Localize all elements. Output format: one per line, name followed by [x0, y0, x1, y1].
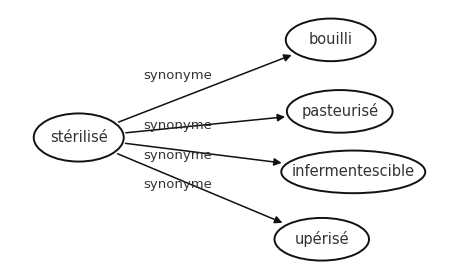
Text: pasteurisé: pasteurisé	[301, 103, 378, 119]
Text: synonyme: synonyme	[143, 119, 212, 132]
Text: synonyme: synonyme	[143, 178, 212, 191]
Ellipse shape	[286, 19, 376, 61]
Text: bouilli: bouilli	[309, 32, 353, 47]
Text: upérisé: upérisé	[294, 231, 349, 247]
Text: synonyme: synonyme	[143, 69, 212, 82]
Text: infermentescible: infermentescible	[292, 164, 415, 179]
Ellipse shape	[281, 151, 425, 193]
Ellipse shape	[34, 113, 124, 162]
Ellipse shape	[274, 218, 369, 261]
Ellipse shape	[287, 90, 392, 133]
Text: synonyme: synonyme	[143, 149, 212, 162]
Text: stérilisé: stérilisé	[50, 130, 108, 145]
